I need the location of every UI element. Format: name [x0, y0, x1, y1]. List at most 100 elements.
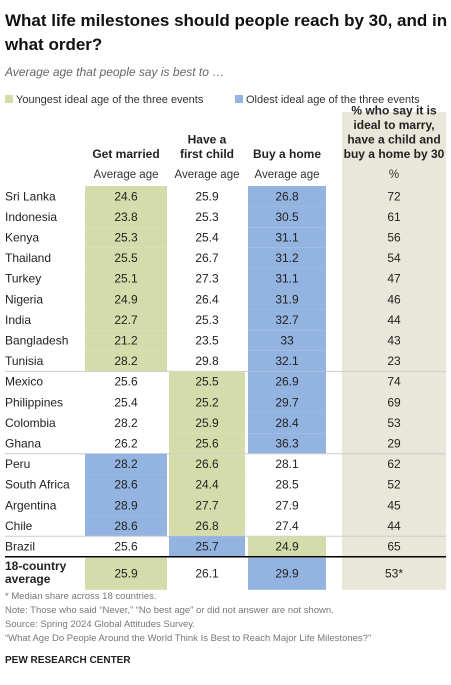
- country: Colombia: [5, 416, 56, 430]
- cell-value: 74: [387, 375, 401, 389]
- highlight-cell: [85, 289, 167, 310]
- country: Sri Lanka: [5, 189, 56, 203]
- country: Peru: [5, 457, 30, 471]
- country: Ghana: [5, 437, 41, 451]
- cell-value: 24.9: [114, 292, 138, 306]
- cell-value: 31.2: [275, 251, 299, 265]
- cell-value: 25.6: [114, 375, 138, 389]
- cell-value: 43: [387, 334, 401, 348]
- highlight-cell: [169, 474, 245, 495]
- highlight-cell: [248, 536, 326, 557]
- country: Philippines: [5, 395, 63, 409]
- cell-value: 24.9: [275, 540, 299, 554]
- highlight-cell: [169, 371, 245, 392]
- highlight-cell: [248, 433, 326, 454]
- legend-label: Oldest ideal age of the three events: [246, 94, 420, 106]
- cell-value: 25.1: [114, 272, 138, 286]
- highlight-cell: [248, 186, 326, 207]
- cell-value: 65: [387, 540, 401, 554]
- cell-value: 28.4: [275, 416, 299, 430]
- highlight-cell: [248, 350, 326, 372]
- highlight-cell: [85, 268, 167, 289]
- highlight-cell: [85, 206, 167, 228]
- cell-value: 26.2: [114, 437, 138, 451]
- highlight-cell: [169, 495, 245, 516]
- cell-value: 28.9: [114, 498, 138, 512]
- cell-value: 30.5: [275, 210, 299, 224]
- highlight-cell: [85, 495, 167, 516]
- footnote: Source: Spring 2024 Global Attitudes Sur…: [5, 619, 195, 630]
- country: Thailand: [5, 251, 51, 265]
- country: Turkey: [5, 272, 41, 286]
- cell-value: 28.1: [275, 457, 299, 471]
- cell-value: 29: [387, 437, 401, 451]
- country: Chile: [5, 519, 33, 533]
- cell-value: 31.1: [275, 272, 299, 286]
- cell-value: 25.5: [195, 375, 219, 389]
- cell-value: 54: [387, 251, 401, 265]
- highlight-cell: [248, 412, 326, 434]
- cell-value: 25.5: [114, 251, 138, 265]
- cell-value: 28.6: [114, 519, 138, 533]
- cell-value: 25.3: [114, 231, 138, 245]
- highlight-cell: [169, 453, 245, 475]
- column-header: have a child and: [347, 133, 440, 147]
- country: Mexico: [5, 375, 43, 389]
- highlight-cell: [248, 371, 326, 392]
- highlight-cell: [248, 268, 326, 289]
- cell-value: 27.7: [195, 498, 219, 512]
- cell-value: 44: [387, 313, 401, 327]
- cell-value: 69: [387, 395, 401, 409]
- country: Bangladesh: [5, 334, 68, 348]
- cell-value: 26.8: [275, 189, 299, 203]
- highlight-cell: [169, 536, 245, 557]
- cell-value: 33: [280, 334, 294, 348]
- country: Indonesia: [5, 210, 57, 224]
- subtitle: Average age that people say is best to …: [4, 65, 224, 79]
- column-header: buy a home by 30: [344, 147, 445, 161]
- cell-value: 25.7: [195, 540, 219, 554]
- average-label: 18-country: [5, 559, 67, 573]
- highlight-cell: [248, 227, 326, 248]
- cell-value: 25.6: [114, 540, 138, 554]
- legend-swatch: [5, 95, 13, 103]
- cell-value: 27.9: [275, 498, 299, 512]
- cell-value: 62: [387, 457, 401, 471]
- cell-value: 53: [387, 416, 401, 430]
- column-header: ideal to marry,: [353, 118, 434, 132]
- pct-column: [342, 112, 446, 590]
- column-subheader: Average age: [254, 169, 319, 181]
- highlight-cell: [169, 433, 245, 454]
- country: South Africa: [5, 478, 70, 492]
- highlight-cell: [248, 309, 326, 331]
- cell-value: 23.5: [195, 334, 219, 348]
- cell-value: 29.9: [275, 566, 299, 580]
- cell-value: 25.9: [114, 566, 138, 580]
- column-subheader: Average age: [174, 169, 239, 181]
- cell-value: 25.3: [195, 210, 219, 224]
- highlight-cell: [248, 289, 326, 310]
- cell-value: 29.8: [195, 354, 219, 368]
- cell-value: 47: [387, 272, 401, 286]
- cell-value: 26.4: [195, 292, 219, 306]
- cell-value: 36.3: [275, 437, 299, 451]
- highlight-cell: [85, 227, 167, 248]
- footnote: Note: Those who said “Never,” “No best a…: [5, 605, 334, 616]
- highlight-cell: [85, 474, 167, 495]
- cell-value: 23.8: [114, 210, 138, 224]
- cell-value: 25.4: [114, 395, 138, 409]
- column-subheader: %: [389, 169, 399, 181]
- title: What life milestones should people reach…: [5, 11, 447, 30]
- cell-value: 72: [387, 189, 401, 203]
- cell-value: 26.8: [195, 519, 219, 533]
- highlight-cell: [85, 309, 167, 331]
- highlight-cell: [85, 515, 167, 537]
- column-header: Have a: [188, 133, 227, 147]
- cell-value: 25.6: [195, 437, 219, 451]
- cell-value: 32.1: [275, 354, 299, 368]
- cell-value: 46: [387, 292, 401, 306]
- average-label: average: [5, 572, 51, 586]
- highlight-cell: [85, 453, 167, 475]
- cell-value: 52: [387, 478, 401, 492]
